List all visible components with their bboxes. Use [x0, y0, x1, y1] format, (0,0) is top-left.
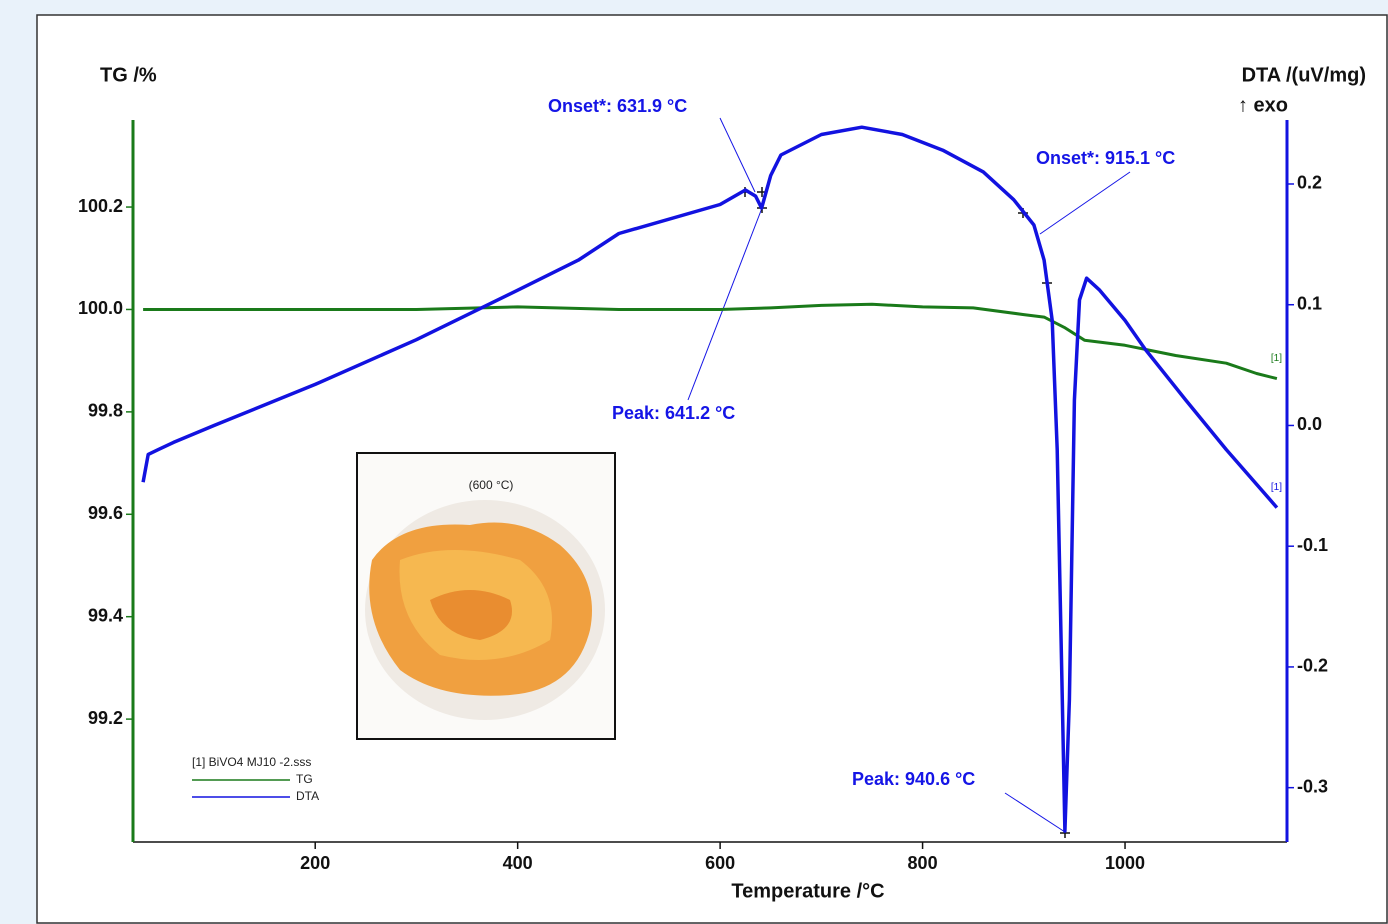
y-tick-label: 99.6 [88, 503, 123, 523]
y2-axis-note: ↑ exo [1238, 94, 1288, 116]
y2-tick-label: -0.3 [1297, 776, 1328, 796]
annotation: Onset*: 915.1 °C [1036, 148, 1175, 168]
annotation: Onset*: 631.9 °C [548, 96, 687, 116]
series-line [143, 302, 1278, 381]
x-tick-label: 200 [300, 853, 330, 873]
y2-tick-label: 0.0 [1297, 414, 1322, 434]
y2-tick-label: -0.1 [1297, 535, 1328, 555]
legend-title: [1] BiVO4 MJ10 -2.sss [192, 755, 311, 769]
y-tick-label: 99.8 [88, 401, 123, 421]
annotation: Peak: 641.2 °C [612, 403, 735, 423]
legend-label: TG [296, 772, 313, 786]
y2-tick-label: 0.2 [1297, 173, 1322, 193]
y-axis-title: TG /% [100, 64, 157, 86]
y-tick-label: 100.0 [78, 298, 123, 318]
annotation-leaders [687, 117, 1131, 833]
series-line [141, 125, 1279, 833]
curve-label: [1] [1271, 482, 1282, 493]
y-tick-label: 99.4 [88, 605, 123, 625]
legend-label: DTA [296, 789, 319, 803]
panel [36, 14, 1388, 924]
y2-tick-label: -0.2 [1297, 656, 1328, 676]
y2-axis-title: DTA /(uV/mg) [1242, 64, 1366, 86]
x-tick-label: 400 [503, 853, 533, 873]
curve-label: [1] [1271, 353, 1282, 364]
x-axis-title: Temperature /°C [731, 880, 884, 902]
annotation: Peak: 940.6 °C [852, 769, 975, 789]
inset-label: (600 °C) [469, 478, 514, 492]
y2-tick-label: 0.1 [1297, 293, 1322, 313]
inset: (600 °C) [356, 452, 616, 740]
x-tick-label: 800 [908, 853, 938, 873]
x-tick-label: 1000 [1105, 853, 1145, 873]
x-tick-label: 600 [705, 853, 735, 873]
y-tick-label: 99.2 [88, 708, 123, 728]
y-tick-label: 100.2 [78, 196, 123, 216]
